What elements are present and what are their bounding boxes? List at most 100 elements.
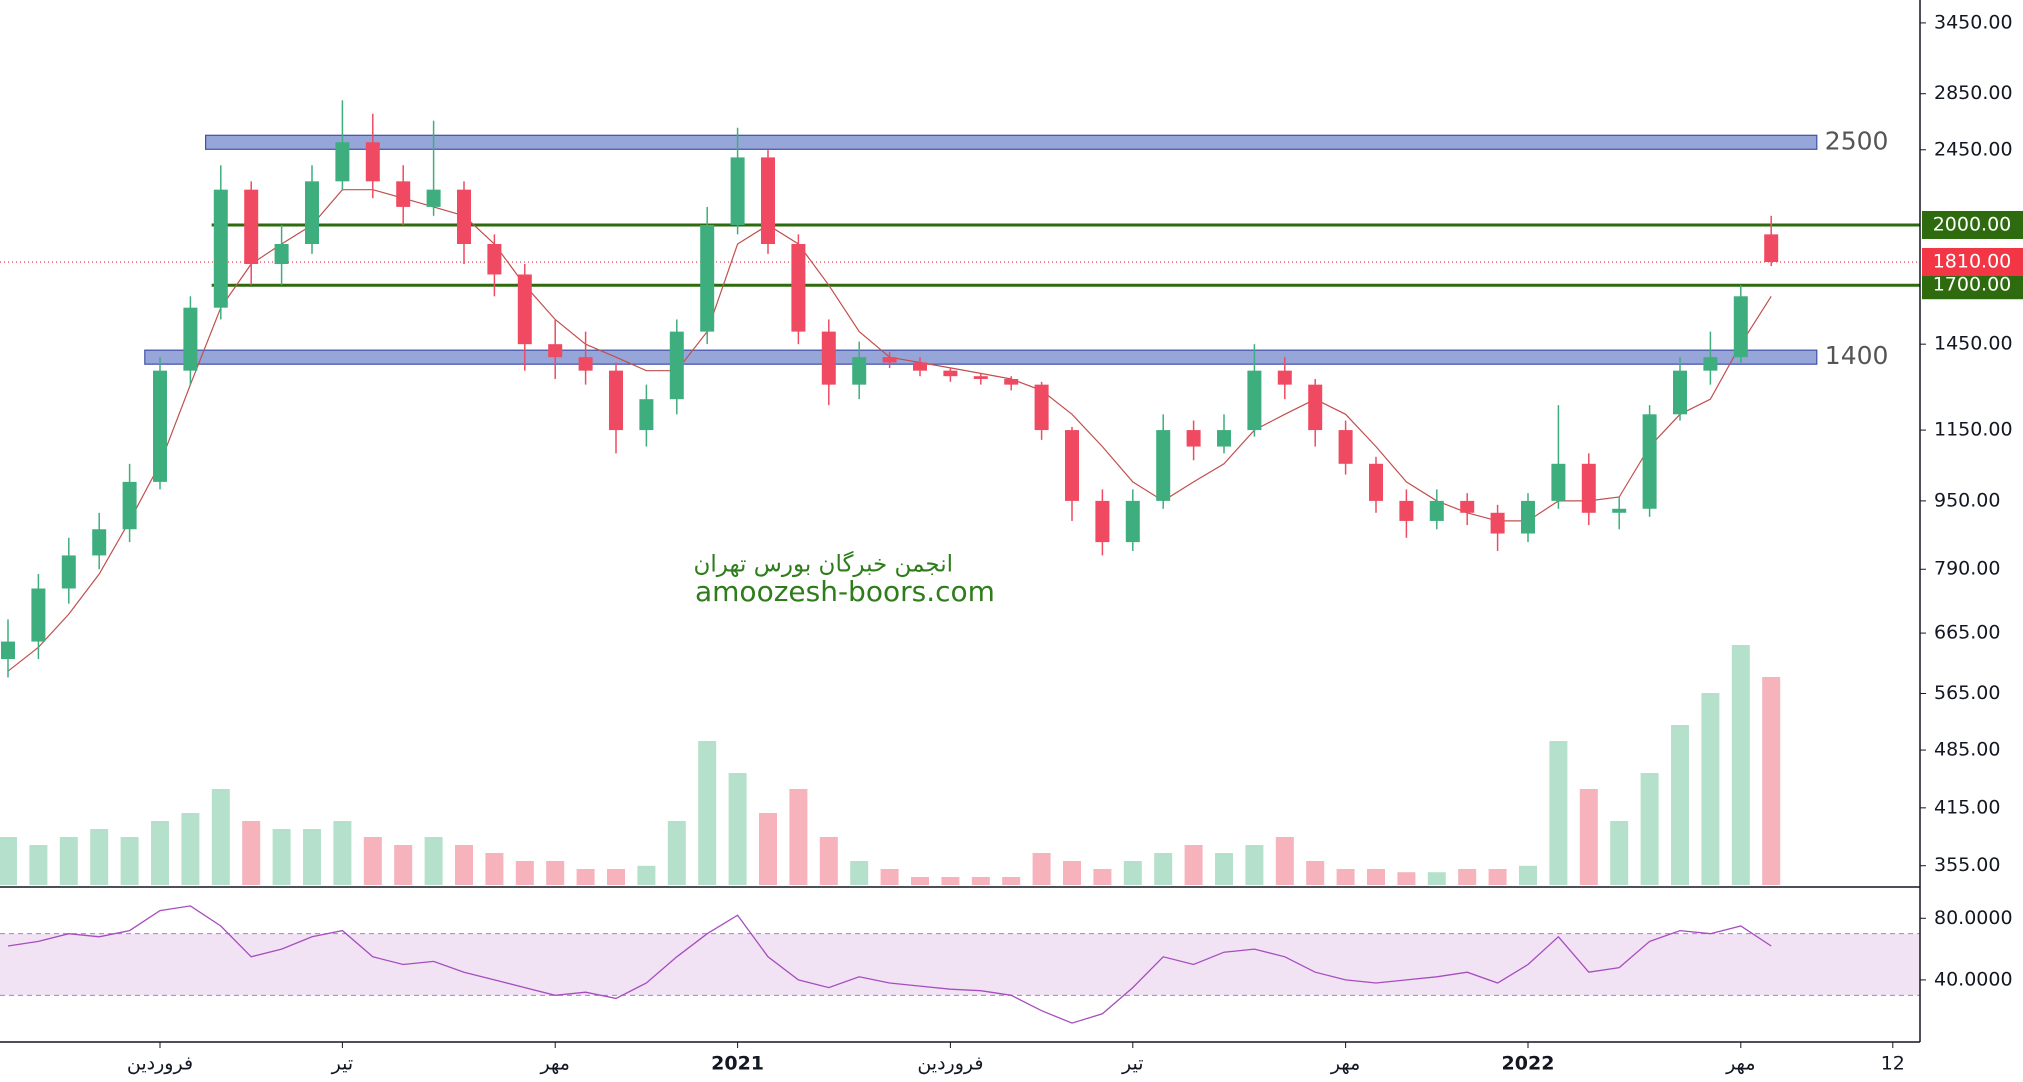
y-tick-label: 355.00 <box>1934 854 2000 876</box>
volume-bar <box>0 837 17 885</box>
volume-bar <box>1701 693 1720 885</box>
y-tick-label: 1450.00 <box>1934 333 2013 355</box>
candle-body <box>92 529 107 556</box>
candle-body <box>791 243 806 332</box>
candle-body <box>852 357 867 385</box>
x-tick-label: 2021 <box>711 1053 764 1075</box>
candle-body <box>1521 500 1535 534</box>
volume-bar <box>1093 869 1112 885</box>
volume-bar <box>941 877 960 885</box>
level-badge <box>1922 210 2023 239</box>
volume-bar <box>698 741 717 885</box>
x-tick-label: تیر <box>331 1053 354 1075</box>
volume-bar <box>971 877 990 885</box>
candle-body <box>1156 430 1171 501</box>
volume-bar <box>515 861 534 885</box>
candle-body <box>578 357 593 371</box>
candle-body <box>365 142 380 182</box>
candle-body <box>1673 370 1687 415</box>
volume-bar <box>546 861 565 885</box>
candle-body <box>122 481 137 530</box>
candle-body <box>1460 500 1475 513</box>
candle-body <box>1399 500 1414 521</box>
y-tick-label: 665.00 <box>1934 622 2000 644</box>
volume-bar <box>1306 861 1325 885</box>
x-tick-label: مهر <box>1330 1053 1360 1075</box>
candle-body <box>1125 500 1140 543</box>
candle-body <box>943 370 958 377</box>
volume-bar <box>303 829 321 885</box>
y-tick-label: 790.00 <box>1934 558 2000 580</box>
y-tick-label: 1150.00 <box>1934 419 2013 441</box>
volume-bar <box>1610 821 1629 885</box>
volume-bar <box>637 865 656 885</box>
volume-bar <box>424 837 443 885</box>
watermark-title: انجمن خبرگان بورس تهران <box>693 551 953 578</box>
candle-body <box>700 224 715 332</box>
volume-bar <box>911 877 929 885</box>
volume-bar <box>1397 872 1416 885</box>
volume-bar <box>880 869 899 885</box>
candle-body <box>1642 414 1657 509</box>
volume-bar <box>1002 877 1021 885</box>
candle-body <box>1764 234 1779 262</box>
volume-bar <box>394 845 413 885</box>
candle-body <box>1338 430 1353 464</box>
volume-bar <box>1731 645 1750 885</box>
volume-bar <box>1123 861 1142 885</box>
candle-body <box>1612 508 1627 513</box>
volume-bar <box>333 821 352 885</box>
candle-body <box>1551 463 1566 501</box>
candle-body <box>1429 500 1444 521</box>
candle-body <box>213 189 228 308</box>
x-tick-label: 2022 <box>1502 1053 1555 1075</box>
candle-body <box>1308 384 1323 431</box>
volume-bar <box>1245 845 1264 885</box>
volume-bar <box>363 837 382 885</box>
volume-bar <box>1367 869 1385 885</box>
volume-bar <box>1032 853 1051 885</box>
candle-body <box>1065 430 1079 501</box>
volume-bar <box>1458 869 1477 885</box>
candle-body <box>1 641 15 660</box>
volume-bar <box>1762 677 1781 885</box>
volume-layer <box>0 645 1781 885</box>
candle-body <box>396 181 411 207</box>
candle-body <box>244 189 259 265</box>
volume-bar <box>485 853 504 885</box>
candle-body <box>1490 512 1505 534</box>
candle-body <box>882 357 897 363</box>
zone-band <box>205 134 1818 150</box>
x-tick-label: فروردین <box>917 1053 983 1075</box>
volume-bar <box>1579 789 1598 885</box>
y-tick-label: 415.00 <box>1934 796 2000 818</box>
volume-bar <box>607 869 625 885</box>
candle-body <box>913 362 927 371</box>
volume-bar <box>1275 837 1294 885</box>
volume-bar <box>272 829 291 885</box>
x-tick-label: فروردین <box>127 1053 193 1075</box>
zone-label: 1400 <box>1825 341 1889 370</box>
candle-body <box>517 274 532 345</box>
volume-bar <box>90 829 109 885</box>
rsi-tick-label: 40.0000 <box>1934 968 2013 990</box>
volume-bar <box>789 789 808 885</box>
volume-bar <box>242 821 261 885</box>
candle-body <box>335 142 350 182</box>
candle-body <box>1277 370 1292 385</box>
zone-band <box>144 349 1818 365</box>
rsi-band <box>0 933 1920 996</box>
volume-bar <box>29 845 48 885</box>
candle-body <box>1369 463 1383 501</box>
volume-bar <box>151 821 169 885</box>
volume-bar <box>1427 872 1446 885</box>
candle-body <box>761 157 775 244</box>
volume-bar <box>759 813 777 885</box>
candle-body <box>609 370 623 431</box>
candle-body <box>1186 430 1201 447</box>
candle-body <box>669 331 684 400</box>
candle-body <box>1733 296 1748 358</box>
volume-bar <box>1154 853 1173 885</box>
volume-bar <box>211 789 230 885</box>
rsi-tick-label: 80.0000 <box>1934 907 2013 929</box>
